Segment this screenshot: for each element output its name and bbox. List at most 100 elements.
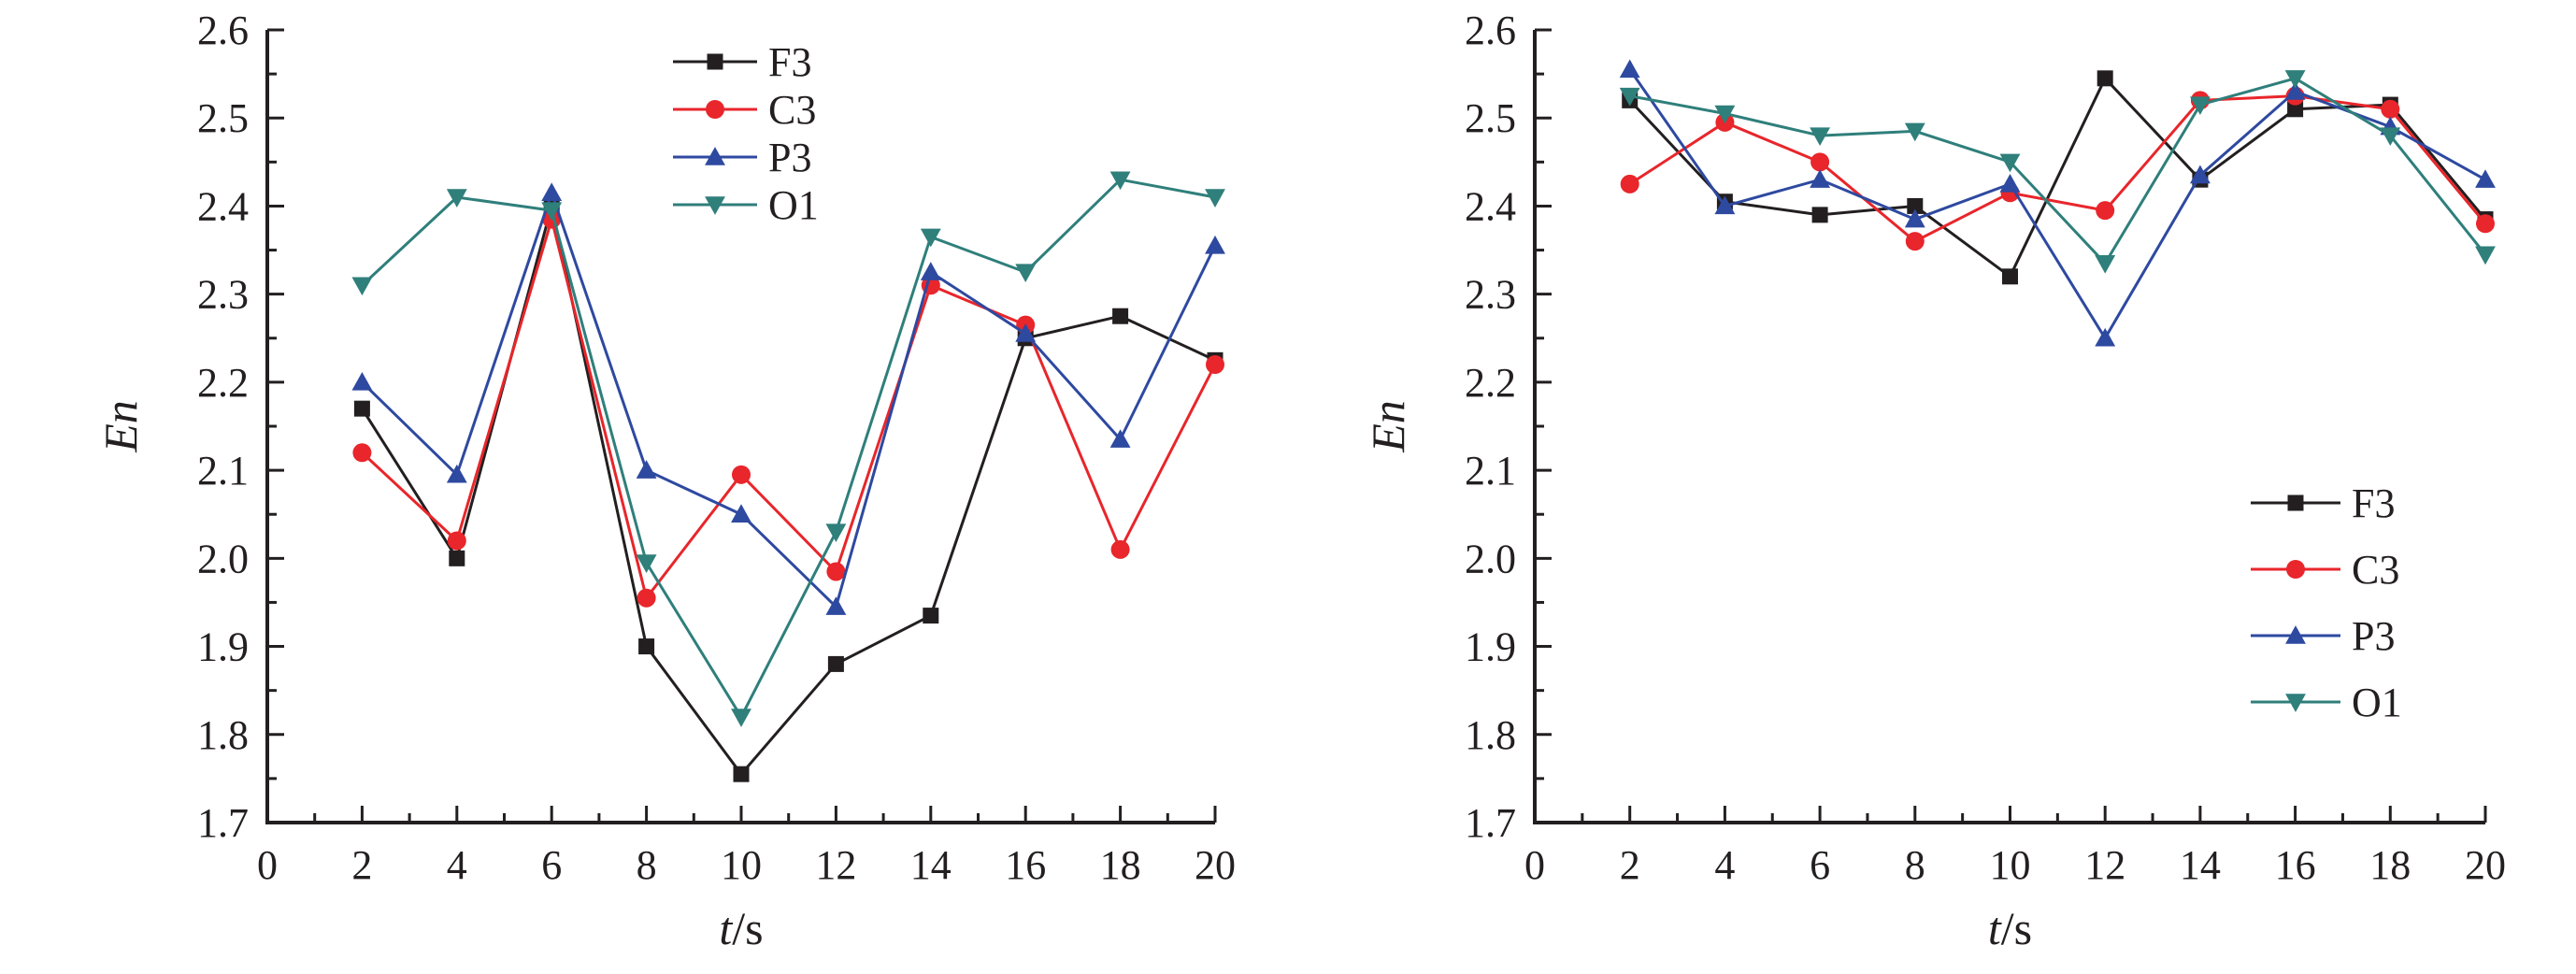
x-tick-label: 12	[815, 842, 856, 888]
series-line-p3	[1628, 68, 2486, 340]
legend-label: C3	[768, 87, 816, 133]
legend-item-p3: P3	[673, 135, 811, 180]
legend-label: P3	[2352, 613, 2395, 659]
x-tick-label: 0	[1524, 842, 1545, 888]
legend-label: F3	[768, 39, 811, 85]
data-point-o1	[2284, 70, 2306, 89]
data-point-o1	[1205, 189, 1225, 208]
data-point-f3	[2002, 268, 2018, 285]
x-tick-label: 6	[541, 842, 562, 888]
data-point-o1	[636, 554, 657, 573]
x-tick-label: 10	[721, 842, 762, 888]
legend-label: C3	[2352, 547, 2399, 593]
series-line-c3	[1628, 94, 2487, 243]
data-point-p3	[636, 460, 657, 479]
series-line-f3	[361, 204, 1216, 776]
y-tick-label: 2.3	[1465, 272, 1516, 318]
data-point-p3	[2095, 327, 2116, 347]
y-tick-label: 2.2	[1465, 360, 1516, 406]
series-o1	[1619, 70, 2496, 274]
y-tick-label: 1.9	[197, 624, 249, 670]
data-point-p3	[1810, 169, 1831, 188]
legend-label: F3	[2352, 480, 2395, 526]
data-point-c3	[826, 562, 846, 581]
legend-item-f3: F3	[2251, 480, 2395, 526]
x-tick-label: 8	[637, 842, 657, 888]
y-tick-label: 1.7	[1465, 800, 1516, 846]
data-point-o1	[1904, 122, 1925, 142]
legend-item-o1: O1	[673, 182, 819, 228]
y-tick-label: 1.9	[1465, 624, 1516, 670]
x-tick-label: 0	[257, 842, 278, 888]
legend-label: O1	[2352, 680, 2402, 725]
data-point-f3	[638, 638, 655, 655]
data-point-c3	[1810, 152, 1830, 172]
series-p3	[351, 182, 1225, 615]
x-tick-label: 4	[1714, 842, 1735, 888]
data-point-o1	[1810, 127, 1831, 146]
data-point-f3	[2097, 70, 2113, 87]
data-point-p3	[1205, 235, 1225, 254]
y-axis-title: En	[94, 400, 147, 453]
x-tick-label: 10	[1990, 842, 2031, 888]
data-point-o1	[541, 202, 563, 222]
chart-panel-1: 1.7 1.8 1.9 2.0 2.1 2.2 2.3 2.4 2.5 2.6 0 2 4 6 8 10 12 1…	[94, 7, 1236, 954]
x-tick-label: 18	[1100, 842, 1141, 888]
data-point-o1	[1015, 264, 1037, 283]
data-point-c3	[352, 443, 372, 463]
data-point-f3	[353, 400, 370, 417]
y-tick-label: 2.5	[197, 95, 249, 141]
legend-marker-o1	[2285, 694, 2306, 712]
data-point-c3	[2096, 201, 2115, 221]
data-point-c3	[447, 531, 466, 551]
x-axis-title: t/s	[719, 902, 763, 954]
y-tick-label: 1.7	[197, 800, 249, 846]
legend-item-o1: O1	[2251, 680, 2402, 725]
data-point-o1	[825, 523, 847, 542]
data-point-f3	[827, 655, 844, 672]
data-point-f3	[923, 608, 939, 624]
data-point-p3	[1619, 59, 1640, 79]
data-point-o1	[351, 277, 373, 296]
series-line-f3	[1628, 77, 2487, 279]
x-tick-label: 4	[447, 842, 467, 888]
legend-item-c3: C3	[2251, 547, 2399, 593]
data-point-p3	[1714, 195, 1736, 215]
data-point-c3	[2476, 214, 2495, 234]
data-point-f3	[1112, 308, 1129, 324]
legend-item-f3: F3	[673, 39, 811, 85]
y-tick-label: 2.3	[197, 272, 249, 318]
x-tick-label: 18	[2369, 842, 2411, 888]
data-point-o1	[731, 709, 751, 727]
data-point-o1	[2189, 96, 2211, 116]
data-point-o1	[2380, 127, 2401, 146]
chart-panel-2: 1.7 1.8 1.9 2.0 2.1 2.2 2.3 2.4 2.5 2.6 0 2 4 6 8 10 12 1…	[1362, 7, 2506, 954]
series-line-c3	[361, 218, 1217, 600]
legend-marker-c3	[2286, 560, 2305, 579]
x-tick-label: 14	[910, 842, 952, 888]
data-point-f3	[2287, 101, 2304, 118]
legend-marker-o1	[705, 196, 725, 215]
series-p3	[1619, 59, 2496, 347]
legend-marker-f3	[2287, 494, 2304, 511]
y-tick-label: 1.8	[1465, 712, 1516, 758]
legend-label: O1	[768, 182, 819, 228]
data-point-p3	[1015, 323, 1037, 342]
x-tick-label: 2	[1620, 842, 1640, 888]
series-f3	[1622, 70, 2494, 285]
data-point-f3	[733, 766, 750, 782]
x-tick-label: 12	[2084, 842, 2125, 888]
y-tick-label: 1.8	[197, 712, 249, 758]
data-point-p3	[2475, 169, 2496, 188]
data-point-p3	[731, 504, 751, 523]
data-point-p3	[446, 464, 467, 483]
data-point-c3	[1110, 539, 1130, 559]
series-line-p3	[361, 191, 1217, 609]
legend-marker-p3	[705, 147, 725, 165]
x-axis-title: t/s	[1988, 902, 2032, 954]
legend-marker-c3	[706, 100, 724, 119]
data-point-p3	[2189, 165, 2211, 184]
